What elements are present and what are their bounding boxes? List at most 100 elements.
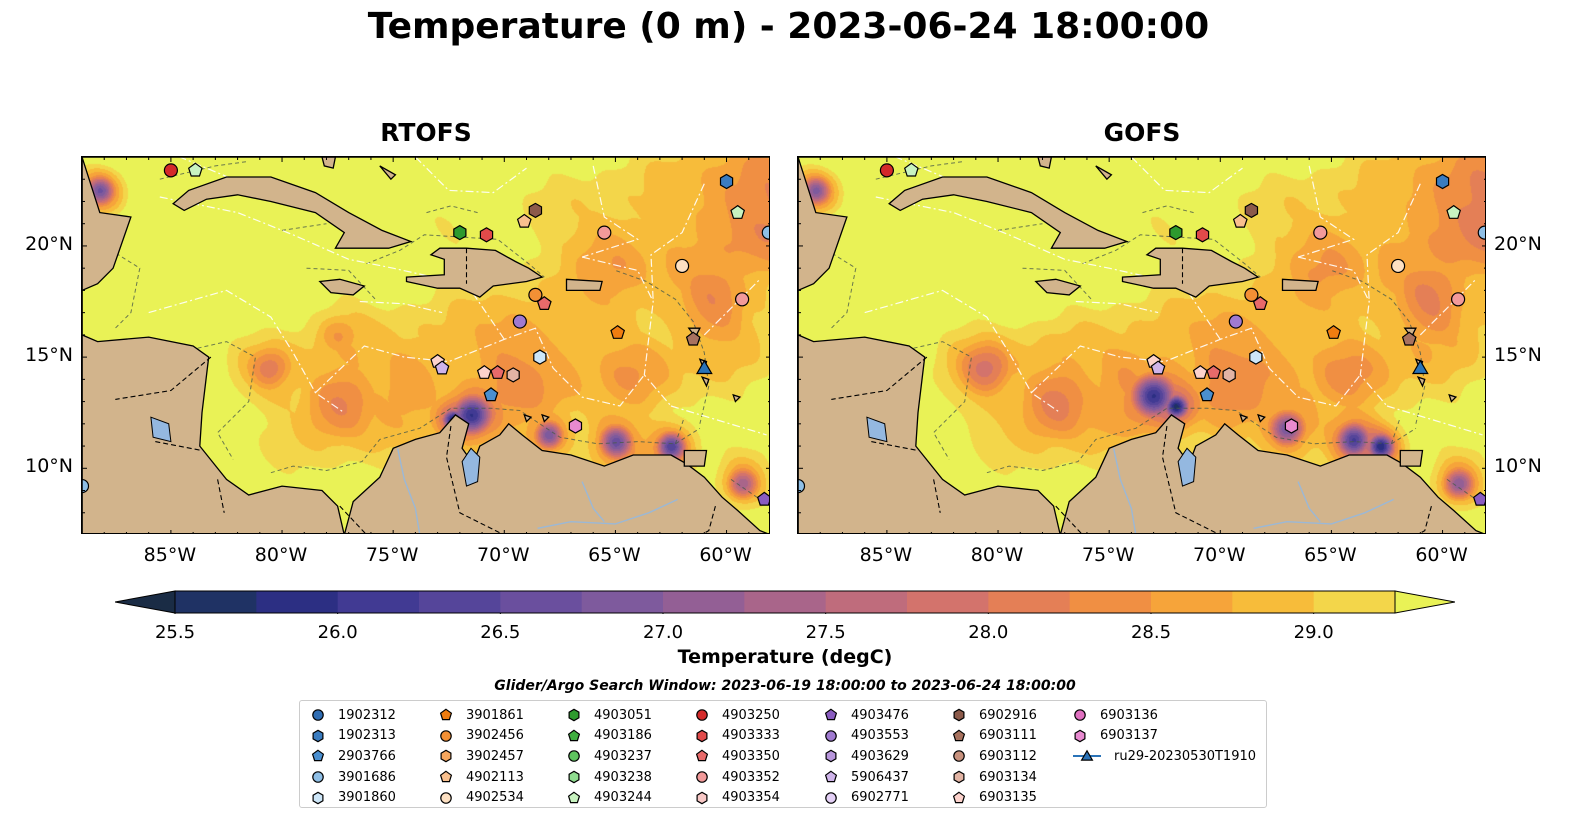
colorbar-over-arrow <box>1394 590 1456 614</box>
float-marker[interactable] <box>1195 227 1210 243</box>
float-marker[interactable] <box>903 162 919 177</box>
land-mass <box>1448 393 1458 403</box>
float-marker[interactable] <box>1401 331 1417 346</box>
legend-marker <box>1073 750 1101 762</box>
rtofs-map[interactable] <box>81 156 770 534</box>
gofs-map[interactable] <box>797 156 1486 534</box>
float-marker[interactable] <box>533 349 547 365</box>
float-marker[interactable] <box>490 364 506 379</box>
eez-boundary <box>359 300 443 314</box>
legend-marker <box>568 750 580 763</box>
isobath-line <box>986 407 1417 474</box>
isobath-line <box>281 223 327 231</box>
float-marker[interactable] <box>1150 360 1166 375</box>
float-marker[interactable] <box>536 296 552 310</box>
float-marker[interactable] <box>735 292 750 307</box>
float-marker[interactable] <box>506 367 520 383</box>
float-marker[interactable] <box>1446 204 1462 219</box>
legend-marker <box>312 791 324 805</box>
legend-marker <box>824 770 838 783</box>
float-marker[interactable] <box>528 202 543 219</box>
float-marker[interactable] <box>1232 213 1248 228</box>
legend-marker <box>825 730 837 742</box>
float-marker[interactable] <box>1244 287 1259 302</box>
float-marker[interactable] <box>187 162 203 177</box>
lat-tick-label-right: 20°N <box>1494 232 1542 255</box>
float-marker[interactable] <box>1472 491 1486 506</box>
float-marker[interactable] <box>761 225 770 240</box>
float-marker[interactable] <box>685 331 701 346</box>
legend-label: 1902312 <box>338 707 396 723</box>
panel-title-rtofs: RTOFS <box>380 118 472 147</box>
colorbar-label: Temperature (degC) <box>677 646 893 668</box>
float-marker[interactable] <box>719 173 734 190</box>
float-marker[interactable] <box>1451 292 1466 307</box>
float-marker[interactable] <box>798 478 806 494</box>
river <box>396 448 421 533</box>
lake <box>461 447 481 487</box>
float-marker[interactable] <box>1199 387 1215 402</box>
float-marker[interactable] <box>1244 202 1259 219</box>
eez-boundary <box>159 196 434 278</box>
legend-label: 4903237 <box>594 748 652 764</box>
colorbar-segment <box>175 591 257 613</box>
float-marker[interactable] <box>879 163 895 178</box>
float-marker[interactable] <box>434 360 450 375</box>
float-marker[interactable] <box>730 204 746 219</box>
float-marker[interactable] <box>1477 225 1486 240</box>
float-marker[interactable] <box>568 418 583 434</box>
isobath-line <box>615 269 710 424</box>
float-marker[interactable] <box>483 387 499 402</box>
legend-label: 4902113 <box>466 769 524 785</box>
lon-tick-label: 70°W <box>477 544 530 566</box>
colorbar-segment <box>825 591 908 613</box>
float-marker[interactable] <box>1252 296 1268 310</box>
float-marker[interactable] <box>1192 364 1208 379</box>
country-border <box>445 425 502 533</box>
isobath-line <box>1390 417 1401 444</box>
float-marker[interactable] <box>610 324 626 339</box>
legend-marker <box>952 729 966 742</box>
float-marker[interactable] <box>453 224 467 241</box>
float-marker[interactable] <box>163 163 179 178</box>
float-marker[interactable] <box>516 213 532 228</box>
glider-marker[interactable] <box>695 359 713 375</box>
glider-marker[interactable] <box>1411 359 1429 375</box>
float-marker[interactable] <box>1326 324 1342 339</box>
river <box>1297 481 1321 523</box>
float-marker[interactable] <box>1435 173 1450 190</box>
float-marker[interactable] <box>479 227 494 243</box>
float-marker[interactable] <box>1206 364 1222 379</box>
float-marker[interactable] <box>1390 258 1406 274</box>
float-marker[interactable] <box>82 478 90 494</box>
land-mass <box>541 413 550 423</box>
legend-item: 4903186 <box>566 726 652 747</box>
float-marker[interactable] <box>1222 367 1236 383</box>
float-marker[interactable] <box>1284 418 1299 434</box>
float-marker[interactable] <box>597 225 612 240</box>
float-marker[interactable] <box>1228 314 1243 329</box>
float-marker[interactable] <box>756 491 770 506</box>
land-mass <box>318 278 366 296</box>
land-mass <box>1239 413 1249 423</box>
float-marker[interactable] <box>1313 225 1328 240</box>
legend-column: 6903136 6903137 ru29-20230530T1910 <box>1072 705 1256 767</box>
float-marker[interactable] <box>528 287 543 302</box>
land-mass <box>1257 413 1266 423</box>
lake <box>150 416 172 443</box>
lat-tick-label-right: 10°N <box>1494 455 1542 478</box>
legend-marker <box>568 708 580 722</box>
isobath-line <box>159 160 249 180</box>
legend-item: 1902313 <box>310 726 396 747</box>
float-marker[interactable] <box>476 364 492 379</box>
legend-item: 6903111 <box>951 726 1037 747</box>
float-marker[interactable] <box>512 314 527 329</box>
float-marker[interactable] <box>674 258 690 274</box>
float-marker[interactable] <box>1249 349 1263 365</box>
legend-marker <box>953 770 965 784</box>
legend-marker <box>824 708 838 721</box>
float-marker[interactable] <box>1169 224 1183 241</box>
colorbar-tick-label: 29.0 <box>1293 622 1334 643</box>
land-mass <box>405 247 544 298</box>
eez-boundary <box>314 327 645 407</box>
